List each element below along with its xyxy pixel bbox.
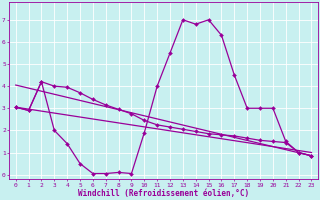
X-axis label: Windchill (Refroidissement éolien,°C): Windchill (Refroidissement éolien,°C) xyxy=(78,189,249,198)
